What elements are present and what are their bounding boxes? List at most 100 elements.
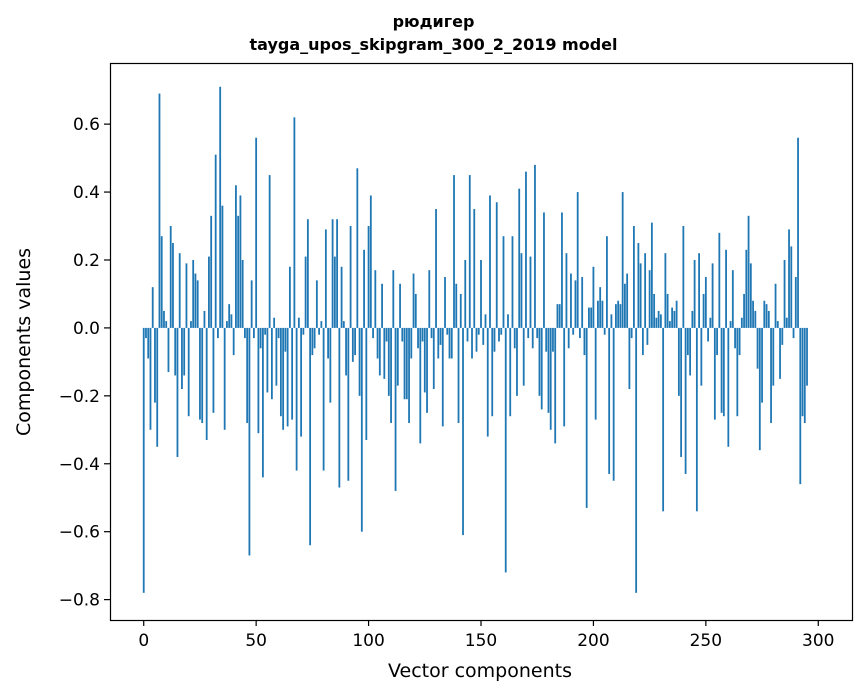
- x-tick-label: 250: [690, 631, 722, 651]
- bar: [154, 327, 156, 403]
- y-tick-label: −0.8: [59, 591, 100, 611]
- bar: [781, 327, 784, 345]
- bar: [621, 192, 624, 328]
- bar: [286, 327, 289, 427]
- bar: [693, 259, 696, 328]
- bar: [450, 327, 453, 359]
- bar: [304, 256, 307, 328]
- bar: [659, 314, 662, 328]
- bar: [682, 226, 685, 328]
- bar: [547, 327, 550, 413]
- bar: [520, 253, 523, 328]
- bar: [731, 270, 734, 328]
- bar: [792, 327, 795, 339]
- bar: [486, 327, 489, 437]
- bar: [657, 310, 660, 328]
- bar: [387, 327, 390, 396]
- bar: [531, 327, 534, 349]
- chart-title-line2: tayga_upos_skipgram_300_2_2019 model: [249, 35, 618, 54]
- bar: [493, 327, 496, 352]
- bar: [390, 327, 392, 424]
- bar: [646, 327, 649, 345]
- bar: [806, 327, 808, 386]
- bar: [653, 293, 656, 328]
- bar: [266, 327, 269, 393]
- bar: [367, 226, 370, 328]
- bar: [799, 327, 802, 485]
- y-tick-label: 0.0: [73, 319, 100, 339]
- bar: [698, 253, 700, 328]
- bar: [525, 171, 527, 328]
- bar: [763, 300, 766, 328]
- bar: [246, 327, 249, 424]
- bar: [297, 317, 300, 328]
- x-tick-label: 0: [138, 631, 149, 651]
- bar: [502, 236, 505, 328]
- bar: [399, 283, 401, 328]
- bar: [518, 188, 521, 328]
- bar: [306, 219, 309, 328]
- bar: [630, 327, 633, 339]
- bar: [677, 327, 680, 396]
- bar: [720, 327, 723, 413]
- bar: [797, 137, 799, 328]
- bar: [729, 321, 732, 328]
- chart-title-line1: рюдигер: [392, 12, 475, 31]
- bar: [403, 327, 406, 400]
- bar: [178, 253, 181, 328]
- bar: [318, 327, 321, 335]
- bar: [282, 327, 285, 430]
- bar: [295, 327, 298, 471]
- bar: [668, 321, 671, 328]
- x-axis-label: Vector components: [388, 660, 572, 682]
- bar: [484, 314, 487, 328]
- bar: [147, 327, 150, 359]
- bar: [498, 327, 500, 342]
- bar: [711, 263, 714, 328]
- bar: [686, 327, 689, 356]
- bar: [558, 304, 561, 328]
- bar: [288, 266, 291, 328]
- bar: [648, 270, 651, 328]
- bar: [360, 327, 363, 532]
- bar: [650, 222, 653, 328]
- bar: [457, 327, 460, 424]
- bar: [601, 300, 604, 328]
- bar: [608, 327, 611, 474]
- bar: [264, 327, 267, 335]
- bar: [756, 327, 759, 369]
- bar: [722, 327, 725, 417]
- bar: [185, 263, 188, 328]
- bar: [702, 293, 705, 328]
- bar: [408, 327, 410, 424]
- bar: [347, 327, 350, 481]
- bar: [432, 327, 435, 390]
- bar: [142, 327, 145, 593]
- bar: [480, 259, 482, 328]
- bar: [455, 283, 458, 328]
- bar: [637, 243, 640, 328]
- plot-frame: [109, 62, 854, 622]
- bar: [689, 327, 692, 376]
- bar: [217, 327, 219, 339]
- bar: [383, 327, 386, 379]
- bar: [543, 212, 545, 328]
- bar: [666, 293, 669, 328]
- bar: [201, 327, 204, 424]
- bar: [228, 304, 231, 328]
- bar: [158, 93, 161, 328]
- bar: [570, 273, 572, 328]
- bar: [169, 226, 172, 328]
- bar: [713, 327, 716, 420]
- bar: [725, 249, 727, 328]
- bar: [163, 310, 165, 328]
- bar: [381, 283, 383, 328]
- bar: [250, 280, 253, 328]
- bar: [259, 327, 262, 349]
- bar: [779, 327, 781, 379]
- bar: [561, 212, 563, 328]
- bar: [196, 280, 199, 328]
- bar: [466, 327, 469, 342]
- bar: [727, 327, 730, 447]
